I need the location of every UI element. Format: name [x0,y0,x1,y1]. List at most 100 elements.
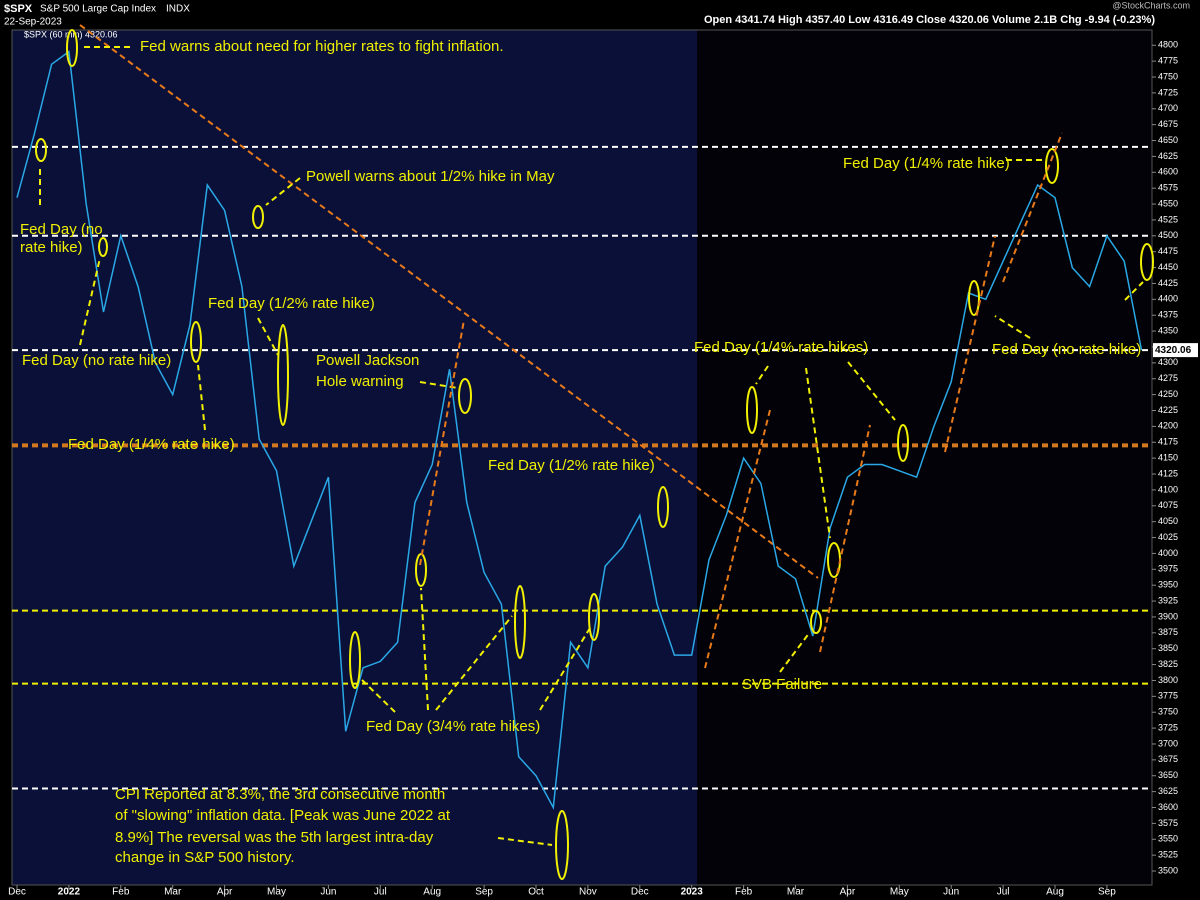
annotation: change in S&P 500 history. [115,849,295,866]
y-tick-label: 4525 [1158,214,1178,224]
annotation: Powell Jackson [316,352,419,369]
ellipse [810,610,822,634]
y-tick-label: 4025 [1158,532,1178,542]
y-tick-label: 4700 [1158,103,1178,113]
y-tick-label: 4750 [1158,71,1178,81]
ellipse [35,138,47,162]
trend-arrow [944,235,996,453]
annotation: Powell warns about 1/2% hike in May [306,168,555,185]
x-tick-label: Dec [631,887,649,898]
x-tick-label: 2022 [58,887,81,898]
y-tick-label: 4550 [1158,198,1178,208]
y-tick-label: 4375 [1158,310,1178,320]
ellipse [588,593,600,641]
arrow [755,365,769,385]
x-tick-label: Sep [1098,887,1116,898]
annotation: Fed Day (1/2% rate hike) [208,295,375,312]
arrow [79,257,101,346]
index-name: S&P 500 Large Cap Index [40,4,156,15]
y-tick-label: 4400 [1158,294,1178,304]
x-tick-label: Jul [374,887,387,898]
y-tick-label: 4275 [1158,373,1178,383]
arrow [1124,281,1144,301]
x-tick-label: Feb [735,887,753,898]
y-tick-label: 3750 [1158,707,1178,717]
legend: $SPX (60 min) 4320.06 [24,29,118,39]
y-tick-label: 4200 [1158,421,1178,431]
y-tick-label: 4725 [1158,87,1178,97]
y-tick-label: 3500 [1158,865,1178,875]
annotation: Hole warning [316,373,404,390]
ellipse [1140,243,1154,281]
trend-arrow [819,424,871,653]
annotation: rate hike) [20,239,83,256]
ellipse [252,205,264,229]
x-tick-label: Jun [320,887,336,898]
x-tick-label: Jun [943,887,959,898]
y-tick-label: 4600 [1158,167,1178,177]
x-tick-label: Oct [528,887,544,898]
x-tick-label: Aug [1046,887,1064,898]
y-tick-label: 3825 [1158,659,1178,669]
annotation: Fed Day (1/2% rate hike) [488,457,655,474]
annotation: CPI Reported at 8.3%, the 3rd consecutiv… [115,786,445,803]
x-tick-label: Dec [8,887,26,898]
annotation: Fed Day (1/4% rate hikes) [694,339,868,356]
ellipse [1045,148,1059,184]
annotation: 8.9%] The reversal was the 5th largest i… [115,829,434,846]
x-tick-label: Mar [787,887,805,898]
y-tick-label: 4450 [1158,262,1178,272]
arrow [197,364,206,431]
plot-shade [697,30,1152,885]
y-tick-label: 4075 [1158,500,1178,510]
ellipse [66,29,78,67]
trend-arrow [1002,132,1063,283]
exchange: INDX [166,4,190,15]
arrow [265,177,301,206]
last-price-label: 4320.06 [1155,345,1192,356]
x-tick-label: Apr [217,887,233,898]
annotation: Fed Day (1/4% rate hike) [68,436,235,453]
arrow [847,361,896,421]
annotation: Fed Day (no rate hike) [22,352,171,369]
y-tick-label: 4100 [1158,484,1178,494]
x-tick-label: Jul [997,887,1010,898]
y-tick-label: 4675 [1158,119,1178,129]
y-tick-label: 3625 [1158,786,1178,796]
y-tick-label: 4000 [1158,548,1178,558]
y-tick-label: 4575 [1158,183,1178,193]
ellipse [98,237,108,257]
annotations: Fed warns about need for higher rates to… [20,38,1141,866]
y-tick-label: 3850 [1158,643,1178,653]
y-tick-label: 4500 [1158,230,1178,240]
quote: Open 4341.74 High 4357.40 Low 4316.49 Cl… [704,14,1155,26]
ellipse [968,280,980,316]
arrow [420,587,429,711]
x-tick-label: Sep [475,887,493,898]
arrow [435,615,513,711]
ellipse [458,378,472,414]
y-tick-label: 4800 [1158,40,1178,50]
y-tick-label: 4175 [1158,437,1178,447]
ellipse [349,631,361,689]
y-tick-label: 4350 [1158,325,1178,335]
arrow [994,315,1031,339]
y-tick-label: 4225 [1158,405,1178,415]
y-tick-label: 4625 [1158,151,1178,161]
arrow [539,627,591,711]
y-tick-label: 3875 [1158,627,1178,637]
y-tick-label: 3650 [1158,770,1178,780]
ellipse [897,424,909,462]
plot-frame [11,29,1153,886]
x-tick-label: Apr [840,887,856,898]
x-tick-label: Aug [423,887,441,898]
trend-arrow [704,409,771,669]
annotation: Fed Day (3/4% rate hikes) [366,718,540,735]
x-tick-label: Nov [579,887,597,898]
y-tick-label: 3675 [1158,754,1178,764]
arrow [257,317,279,356]
y-tick-label: 3975 [1158,564,1178,574]
y-tick-label: 3800 [1158,675,1178,685]
x-tick-label: May [267,887,286,898]
